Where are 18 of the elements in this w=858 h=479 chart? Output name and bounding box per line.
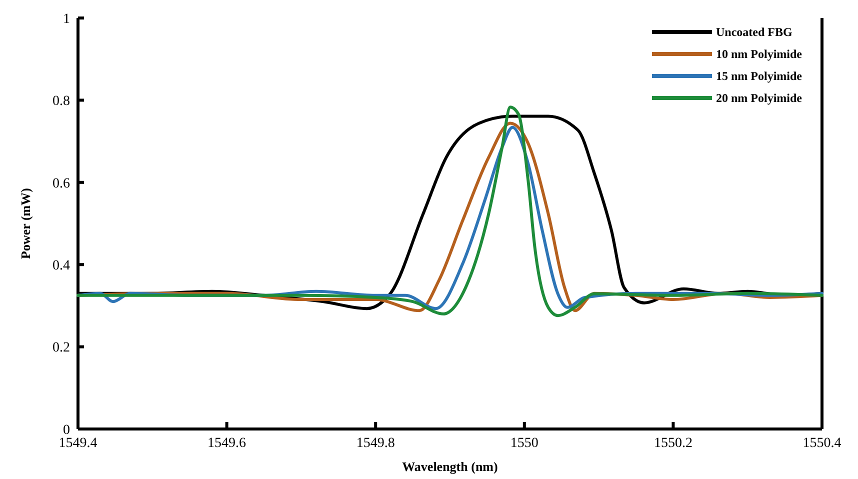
y-tick-label: 0.8 (52, 94, 70, 110)
y-tick-label: 1 (63, 12, 70, 27)
x-axis-title: Wavelength (nm) (402, 459, 498, 474)
y-axis-title: Power (mW) (18, 188, 33, 259)
x-tick-label: 1550.2 (654, 436, 692, 451)
legend-label: 10 nm Polyimide (716, 47, 803, 62)
x-tick-label: 1550 (510, 436, 538, 451)
x-tick-label: 1549.8 (356, 436, 395, 451)
y-tick-label: 0 (63, 422, 70, 438)
x-tick-label: 1549.6 (208, 436, 246, 451)
y-tick-label: 0.4 (52, 258, 70, 274)
y-tick-label: 0.6 (52, 176, 70, 192)
y-tick-label: 0.2 (52, 340, 70, 356)
legend-label: 20 nm Polyimide (716, 91, 803, 106)
legend-label: 15 nm Polyimide (716, 69, 803, 84)
legend-label: Uncoated FBG (716, 25, 792, 40)
x-tick-label: 1549.4 (58, 436, 98, 451)
x-tick-label: 1550.4 (802, 436, 842, 451)
